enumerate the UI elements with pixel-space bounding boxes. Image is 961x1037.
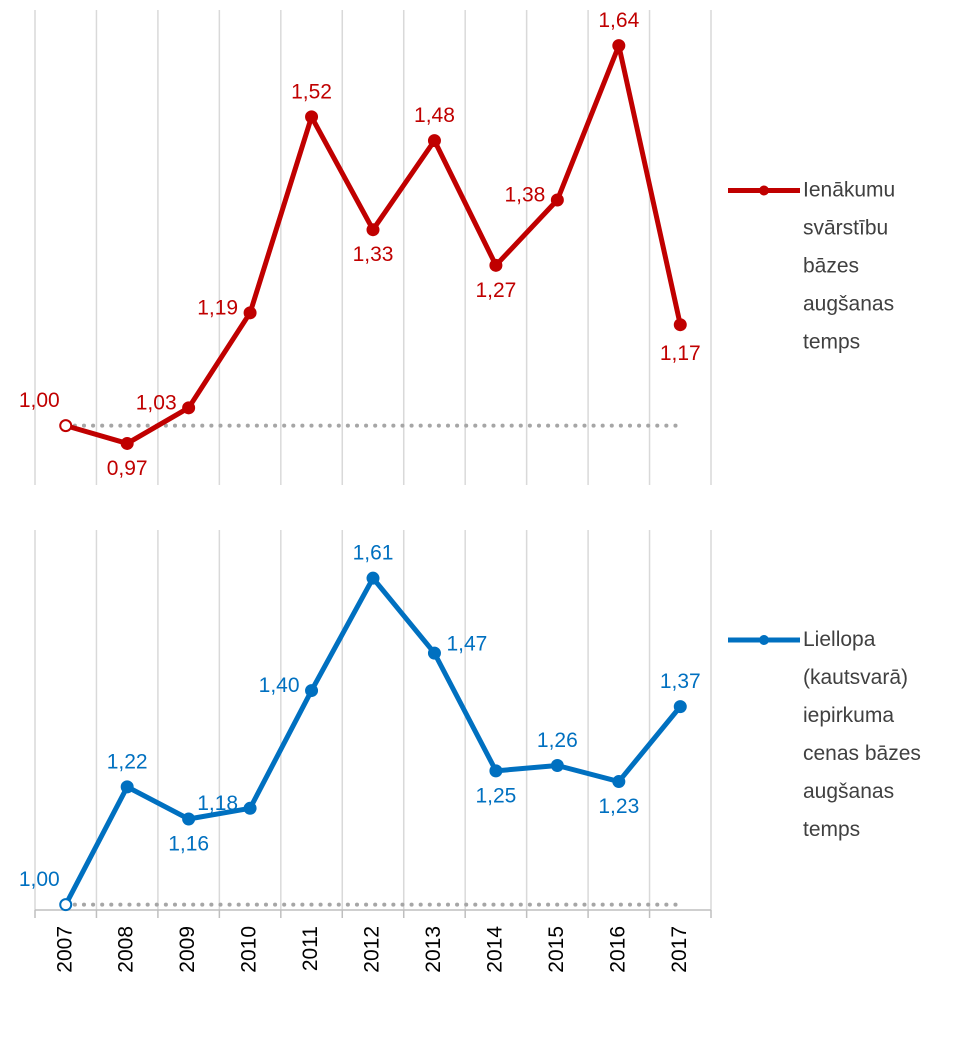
data-label: 1,00 xyxy=(19,868,60,891)
legend-line: temps xyxy=(803,818,860,841)
data-point xyxy=(182,401,196,415)
data-point xyxy=(427,646,441,660)
data-label: 1,18 xyxy=(197,792,238,815)
legend-label: Liellopa (kautsvarā) iepirkuma cenas bāzes a… xyxy=(803,628,921,841)
data-label: 1,64 xyxy=(598,9,639,32)
data-point xyxy=(366,571,380,585)
data-label: 1,22 xyxy=(107,750,148,773)
x-tick-label: 2008 xyxy=(115,926,138,973)
data-label: 1,23 xyxy=(598,795,639,818)
x-tick-label: 2007 xyxy=(53,926,76,973)
data-label: 1,19 xyxy=(197,296,238,319)
x-tick-label: 2011 xyxy=(299,926,322,971)
x-tick-label: 2009 xyxy=(176,926,199,973)
data-point xyxy=(305,684,319,698)
data-label: 1,52 xyxy=(291,80,332,103)
data-label: 1,17 xyxy=(660,342,701,365)
x-tick-label: 2015 xyxy=(545,926,568,973)
legend-line: svārstību xyxy=(803,216,888,239)
legend-line: Ienākumu xyxy=(803,178,895,201)
legend-line: iepirkuma xyxy=(803,704,894,727)
legend-line: bāzes xyxy=(803,254,859,277)
x-tick-label: 2016 xyxy=(606,926,629,973)
data-point xyxy=(612,775,626,789)
data-point xyxy=(612,39,626,53)
legend-line: augšanas xyxy=(803,292,894,315)
data-point xyxy=(120,780,134,794)
x-tick-label: 2012 xyxy=(361,926,384,973)
legend-line: temps xyxy=(803,330,860,353)
legend-label: Ienākumu svārstību bāzes augšanas temps xyxy=(803,178,895,353)
data-point xyxy=(182,812,196,826)
data-label: 0,97 xyxy=(107,457,148,480)
x-tick-label: 2010 xyxy=(238,926,261,973)
data-point xyxy=(489,764,503,778)
data-label: 1,37 xyxy=(660,670,701,693)
data-label: 1,47 xyxy=(446,633,487,656)
legend-line: cenas bāzes xyxy=(803,742,921,765)
data-point xyxy=(550,193,564,207)
data-point xyxy=(427,134,441,148)
data-point xyxy=(673,318,687,332)
legend-swatch-dot xyxy=(759,635,769,645)
data-label: 1,26 xyxy=(537,729,578,752)
legend-swatch-dot xyxy=(759,185,769,196)
legend-line: Liellopa xyxy=(803,628,876,651)
data-label: 1,38 xyxy=(504,184,545,207)
legend-line: augšanas xyxy=(803,780,894,803)
data-point xyxy=(59,419,73,433)
data-label: 1,16 xyxy=(168,833,209,856)
legend-line: (kautsvarā) xyxy=(803,666,908,689)
data-point xyxy=(243,306,257,320)
data-label: 1,48 xyxy=(414,104,455,127)
data-point xyxy=(243,801,257,815)
x-tick-label: 2014 xyxy=(483,926,506,973)
data-point xyxy=(120,436,134,450)
x-tick-label: 2017 xyxy=(668,926,691,973)
data-point xyxy=(366,223,380,237)
data-point xyxy=(489,258,503,272)
data-label: 1,40 xyxy=(259,674,300,697)
x-tick-label: 2013 xyxy=(422,926,445,973)
data-point xyxy=(550,758,564,772)
data-label: 1,25 xyxy=(475,784,516,807)
data-point xyxy=(305,110,319,124)
data-label: 1,61 xyxy=(353,542,394,565)
data-label: 1,00 xyxy=(19,389,60,412)
data-point xyxy=(673,700,687,714)
data-label: 1,03 xyxy=(136,391,177,414)
data-point xyxy=(59,898,73,912)
data-label: 1,33 xyxy=(353,243,394,266)
data-label: 1,27 xyxy=(475,279,516,302)
